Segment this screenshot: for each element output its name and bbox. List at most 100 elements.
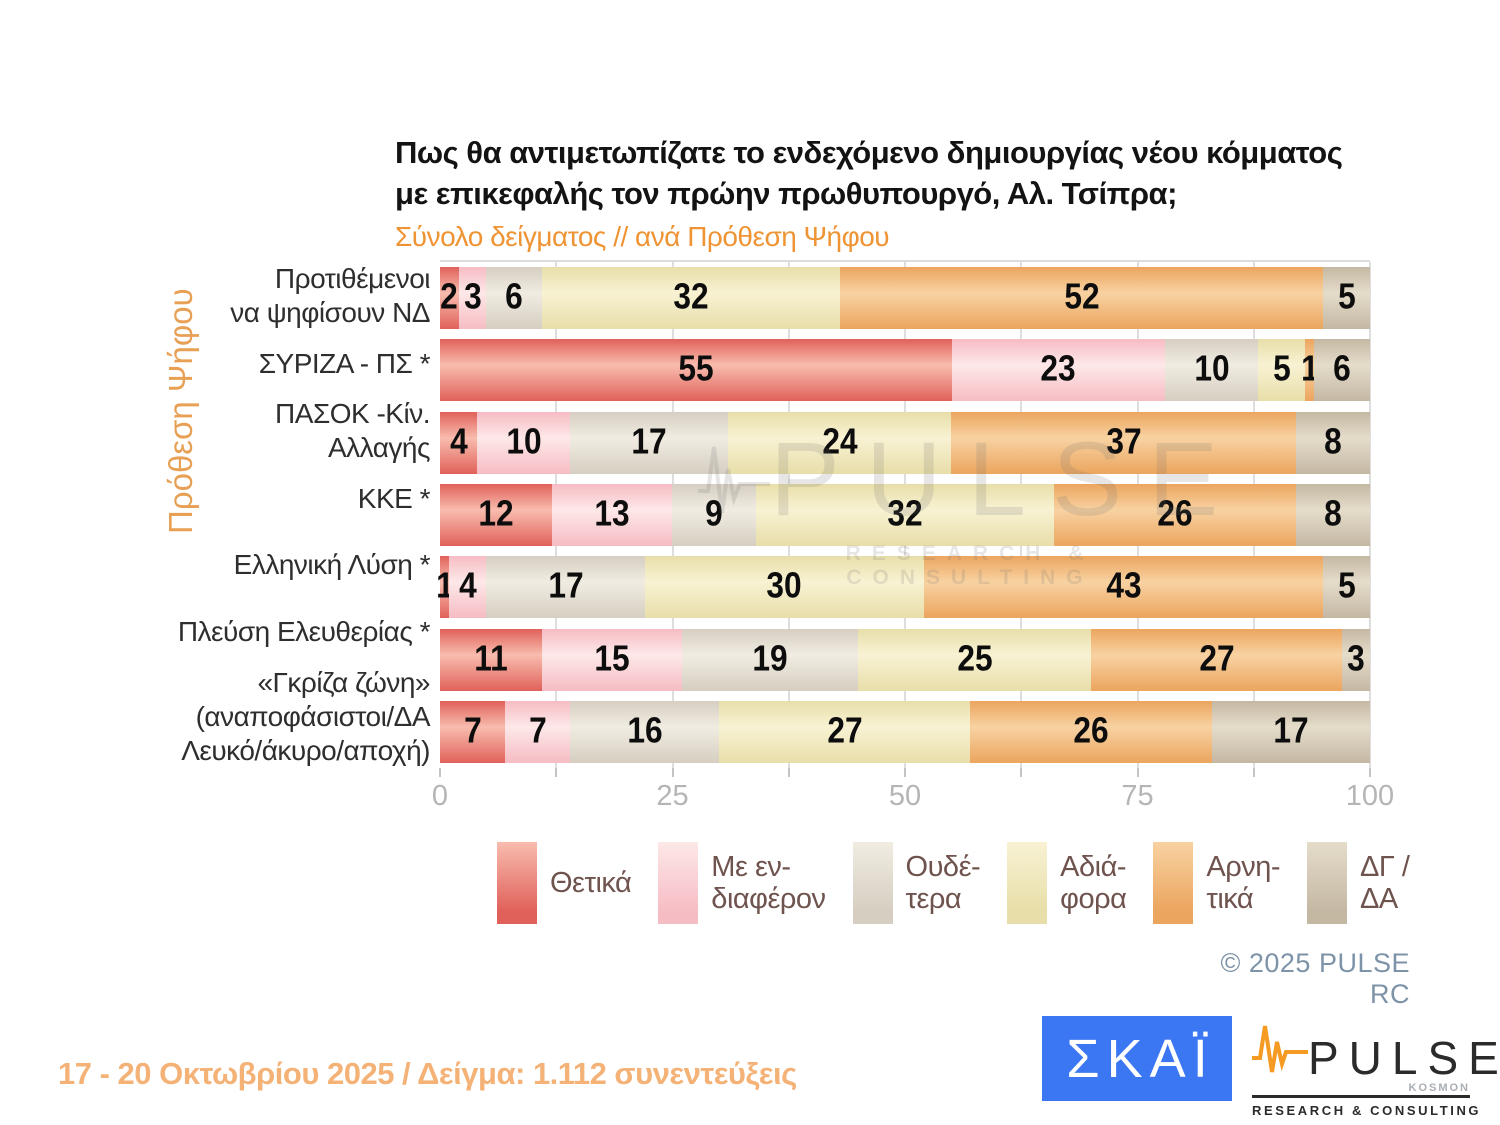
bar-segment-ΔΓ / ΔΑ: 8 [1295,483,1370,546]
bar-value: 2 [440,275,459,317]
legend-swatch-Με ενδιαφέρον [658,842,699,924]
bar-value: 4 [459,564,477,606]
bar-track: 4 10 17 24 37 8 [440,411,1370,474]
bar-value: 1 [435,564,454,606]
bar-value: 4 [449,420,468,462]
bar-value: 26 [1073,709,1109,751]
bar-segment-Ουδέτερα: 17 [486,556,645,619]
bar-value: 7 [528,709,547,751]
category-label: Πλεύση Ελευθερίας * [177,616,431,648]
bar-segment-Αδιάφορα: 5 [1258,339,1305,402]
bar-row: 7 7 16 27 26 17 [440,696,1370,768]
bar-value: 8 [1323,492,1342,534]
x-axis-tick [439,768,441,777]
legend-label: Θετικά [550,866,632,899]
bar-value: 6 [1333,347,1351,389]
bar-value: 17 [631,420,667,462]
gridline [1369,262,1371,768]
bar-value: 27 [826,709,863,751]
pulse-logo-kosmon: KOSMON [1408,1082,1470,1094]
bar-value: 6 [505,275,524,317]
legend-item: Με εν- διαφέρον [658,842,826,924]
bar-segment-Αρνητικά: 1 [1301,339,1318,402]
bar-segment-Αδιάφορα: 24 [728,411,952,474]
bar-segment-Αρνητικά: 52 [839,267,1324,330]
bar-value: 25 [957,636,993,678]
x-axis-tick [1369,768,1371,777]
legend-swatch-ΔΓ / ΔΑ [1307,842,1347,924]
bar-segment-Ουδέτερα: 19 [681,628,859,691]
pulse-logo-rule [1252,1095,1470,1098]
legend: Θετικά Με εν- διαφέρον Ουδέ- τερα Αδιά- φορ… [497,842,1410,924]
chart-subtitle: Σύνολο δείγματος // ανά Πρόθεση Ψήφου [395,220,890,252]
bar-segment-Με ενδιαφέρον: 15 [542,628,682,691]
bar-value: 17 [1273,709,1309,751]
bar-value: 13 [594,492,630,534]
bar-row: 12 13 9 32 26 8 [440,479,1370,551]
bar-segment-Θετικά: 7 [440,700,506,763]
legend-swatch-Θετικά [497,842,537,924]
copyright-text: © 2025 PULSE RC [1220,948,1410,1009]
bar-segment-Με ενδιαφέρον: 23 [951,339,1166,402]
bar-value: 9 [705,492,724,534]
bar-value: 16 [626,709,663,751]
bar-segment-Αρνητικά: 26 [970,700,1212,763]
bar-segment-ΔΓ / ΔΑ: 5 [1323,267,1370,330]
bar-segment-Θετικά: 11 [440,628,543,691]
bar-rows: 2 3 6 32 52 5 55 23 10 5 1 6 4 10 17 24 37 8 12 13 9 32 26 8 1 4 1… [436,262,1370,768]
bar-segment-Αδιάφορα: 30 [644,556,924,619]
category-label: «Γκρίζα ζώνη» (αναποφάσιστοι/ΔΑ Λευκό/άκ… [181,666,430,766]
bar-value: 30 [766,564,802,606]
bar-value: 32 [673,275,709,317]
skai-logo-text: ΣΚΑΪ [1066,1028,1215,1089]
legend-label: Με εν- διαφέρον [711,850,826,915]
category-label: ΣΥΡΙΖΑ - ΠΣ * [258,347,431,379]
bar-segment-ΔΓ / ΔΑ: 6 [1314,339,1370,402]
category-label: Προτιθέμενοι να ψηφίσουν ΝΔ [230,263,430,329]
x-axis-tick [1020,768,1023,777]
bar-value: 43 [1105,564,1142,606]
bar-value: 8 [1323,420,1342,462]
bar-track: 11 15 19 25 27 3 [440,628,1370,691]
bar-value: 3 [1347,636,1365,678]
legend-item: Ουδέ- τερα [852,842,981,924]
bar-segment-Ουδέτερα: 16 [570,700,719,763]
x-axis-tick-label: 75 [1121,780,1154,812]
bar-value: 19 [752,636,788,678]
bar-track: 1 4 17 30 43 5 [436,556,1370,619]
bar-segment-Ουδέτερα: 6 [486,267,543,330]
bar-segment-Με ενδιαφέρον: 7 [505,700,571,763]
bar-segment-Ουδέτερα: 9 [672,483,757,546]
legend-swatch-Αρνητικά [1153,842,1194,924]
x-axis-tick [1252,768,1255,777]
survey-info-text: 17 - 20 Οκτωβρίου 2025 / Δείγμα: 1.112 σ… [58,1056,797,1091]
x-axis-tick [904,768,906,777]
bar-row: 2 3 6 32 52 5 [440,262,1370,334]
bar-value: 12 [478,492,514,534]
category-label: ΠΑΣΟΚ -Κίν. Αλλαγής [275,398,430,464]
bar-segment-Με ενδιαφέρον: 13 [551,483,673,546]
x-axis-tick-label: 25 [656,780,689,812]
legend-label: Ουδέ- τερα [905,850,981,915]
chart-title-line1: Πως θα αντιμετωπίζατε το ενδεχόμενο δημι… [395,135,1343,170]
category-labels: Προτιθέμενοι να ψηφίσουν ΝΔ ΣΥΡΙΖΑ - ΠΣ *… [120,262,431,768]
skai-logo: ΣΚΑΪ [1042,1016,1232,1101]
bar-value: 7 [463,709,482,751]
legend-label: ΔΓ / ΔΑ [1360,850,1410,915]
legend-item: Αρνη- τικά [1153,842,1280,924]
bar-segment-ΔΓ / ΔΑ: 8 [1295,411,1370,474]
bar-value: 37 [1105,420,1142,462]
bar-track: 12 13 9 32 26 8 [440,483,1370,546]
bar-segment-Θετικά: 55 [440,339,952,402]
legend-swatch-Ουδέτερα [852,842,893,924]
chart-title-line2: με επικεφαλής τον πρώην πρωθυπουργό, Αλ.… [395,175,1177,211]
bar-value: 15 [594,636,630,678]
x-axis-tick [787,768,790,777]
plot-area: 2 3 6 32 52 5 55 23 10 5 1 6 4 10 17 24 37 8 12 13 9 32 26 8 1 4 1… [432,260,1394,812]
pulse-logo: PULSE KOSMON RESEARCH & CONSULTING [1252,1014,1499,1118]
pulse-logo-subtext: RESEARCH & CONSULTING [1252,1103,1482,1118]
bar-value: 32 [887,492,923,534]
bar-segment-Αρνητικά: 37 [951,411,1296,474]
bar-segment-Ουδέτερα: 17 [570,411,729,474]
bar-track: 7 7 16 27 26 17 [440,700,1370,763]
